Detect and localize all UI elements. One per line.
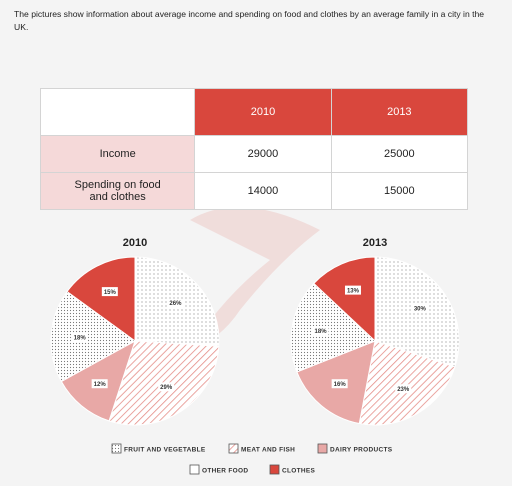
slice-label-dairy-2010: 12%: [94, 382, 107, 388]
legend-swatch-dairy: [317, 443, 328, 454]
row-label-spending-line2: and clothes: [89, 191, 146, 203]
slice-label-bg-dairy-2010: [91, 379, 108, 389]
legend-item-fruit: FRUIT AND VEGETABLE: [111, 443, 206, 454]
legend-label-fruit: FRUIT AND VEGETABLE: [124, 447, 206, 454]
legend-label-dairy: DAIRY PRODUCTS: [330, 447, 393, 454]
legend-label-other: OTHER FOOD: [202, 468, 248, 475]
row-label-income: Income: [39, 135, 196, 173]
legend-swatch-other: [189, 464, 200, 475]
slice-label-bg-fruit-2013: [411, 303, 428, 313]
slice-label-bg-clothes-2013: [344, 285, 361, 295]
legend-item-other: OTHER FOOD: [189, 464, 248, 475]
pie-slice-other-2010: [50, 290, 136, 383]
legend-swatch-clothes: [269, 464, 280, 475]
legend-label-meat: MEAT AND FISH: [241, 447, 295, 454]
slice-label-other-2013: 18%: [315, 329, 328, 335]
slice-label-clothes-2013: 13%: [347, 288, 360, 294]
pie-title-2010: 2010: [123, 237, 147, 249]
legend-item-dairy: DAIRY PRODUCTS: [317, 443, 393, 454]
spending-2010: 14000: [194, 172, 332, 210]
row-label-spending-line1: Spending on food: [74, 179, 161, 191]
income-2013: 25000: [330, 135, 469, 173]
slice-label-bg-clothes-2010: [101, 287, 118, 297]
slice-label-bg-dairy-2013: [331, 379, 348, 389]
pie-slice-meat-2013: [358, 340, 456, 426]
slice-label-clothes-2010: 15%: [104, 290, 117, 296]
slice-label-fruit-2013: 30%: [414, 307, 427, 313]
slice-label-bg-other-2010: [71, 333, 88, 343]
pie-slice-clothes-2013: [313, 256, 376, 343]
legend-item-clothes: CLOTHES: [269, 464, 316, 475]
slice-label-meat-2010: 29%: [160, 385, 173, 391]
legend-swatch-meat: [228, 443, 239, 454]
pie-slice-other-2013: [290, 282, 376, 373]
table-row-income: Income 29000 25000: [39, 135, 469, 173]
legend-swatch-fruit: [111, 443, 122, 454]
income-2010: 29000: [194, 135, 332, 173]
row-label-spending: Spending on food and clothes: [39, 172, 196, 210]
pie-title-2013: 2013: [363, 237, 387, 249]
slice-label-bg-fruit-2010: [167, 298, 184, 308]
slice-label-bg-other-2013: [312, 326, 329, 336]
slice-label-dairy-2013: 16%: [334, 382, 347, 388]
table-row-spending: Spending on food and clothes 14000 15000: [39, 172, 469, 210]
slice-label-fruit-2010: 26%: [169, 301, 182, 307]
intro-text: The pictures show information about aver…: [14, 9, 485, 32]
slice-label-meat-2013: 23%: [397, 387, 410, 393]
legend-item-meat: MEAT AND FISH: [228, 443, 295, 454]
slice-label-bg-meat-2013: [395, 384, 412, 394]
pie-2010: 2010 15% 26% 29% 12% 18%: [50, 237, 220, 426]
pie-2013: 2013 13% 30% 23% 16% 18%: [290, 237, 460, 426]
pie-slice-clothes-2010: [66, 256, 136, 342]
legend-label-clothes: CLOTHES: [282, 468, 316, 475]
spending-2013: 15000: [330, 172, 469, 210]
income-spending-table: 2010 2013 Income 29000 25000 Spending on…: [39, 88, 469, 210]
slice-label-bg-meat-2010: [158, 382, 175, 392]
slice-label-other-2010: 18%: [74, 336, 87, 342]
